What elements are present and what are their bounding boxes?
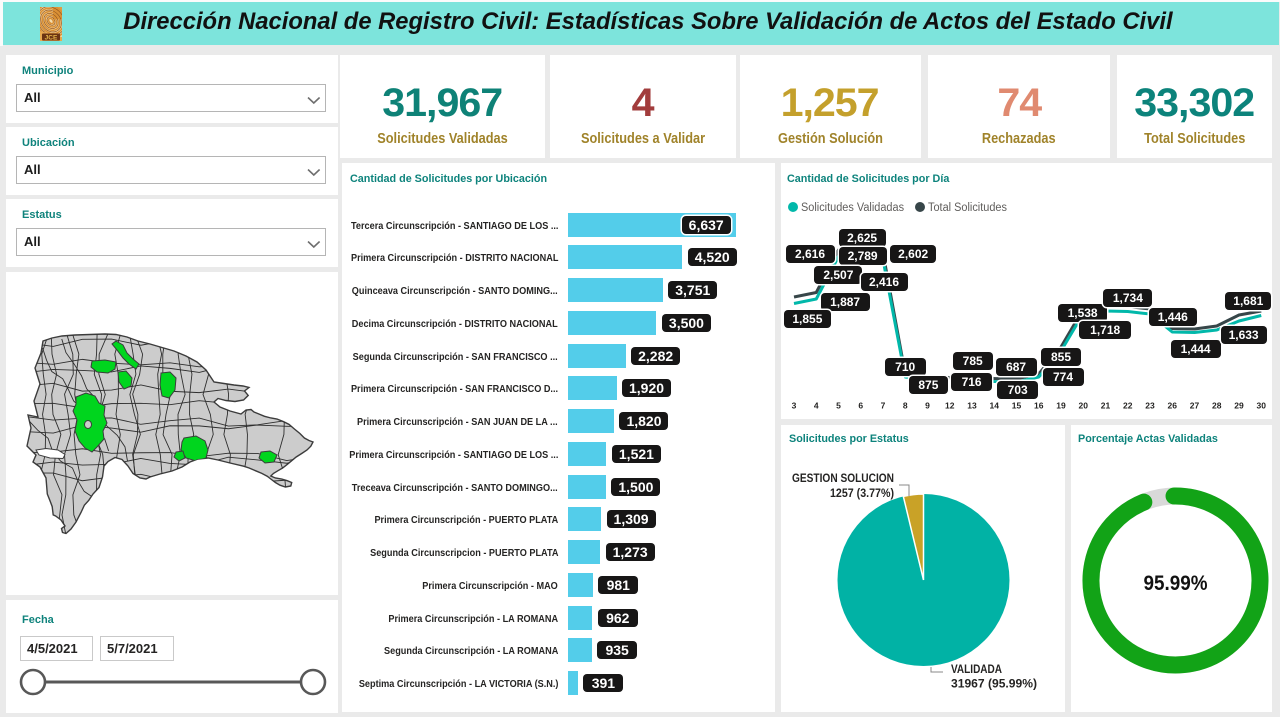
svg-text:13: 13	[967, 401, 977, 411]
svg-text:6: 6	[858, 401, 863, 411]
svg-text:8: 8	[903, 401, 908, 411]
svg-text:20: 20	[1079, 401, 1089, 411]
svg-text:GESTION SOLUCION: GESTION SOLUCION	[792, 473, 894, 485]
svg-text:19: 19	[1056, 401, 1066, 411]
svg-text:22: 22	[1123, 401, 1133, 411]
svg-text:21: 21	[1101, 401, 1111, 411]
svg-text:7: 7	[881, 401, 886, 411]
svg-text:4: 4	[814, 401, 819, 411]
svg-text:30: 30	[1257, 401, 1267, 411]
svg-text:9: 9	[925, 401, 930, 411]
svg-text:1257 (3.77%): 1257 (3.77%)	[830, 488, 894, 500]
svg-text:23: 23	[1145, 401, 1155, 411]
svg-text:15: 15	[1012, 401, 1022, 411]
svg-text:26: 26	[1168, 401, 1178, 411]
svg-text:27: 27	[1190, 401, 1200, 411]
svg-text:95.99%: 95.99%	[1144, 572, 1208, 595]
svg-text:5: 5	[836, 401, 841, 411]
svg-text:28: 28	[1212, 401, 1222, 411]
svg-text:12: 12	[945, 401, 955, 411]
svg-text:31967 (95.99%): 31967 (95.99%)	[951, 679, 1037, 691]
svg-text:JCE: JCE	[45, 35, 58, 42]
svg-text:29: 29	[1234, 401, 1244, 411]
svg-text:3: 3	[792, 401, 797, 411]
svg-text:14: 14	[990, 401, 1000, 411]
svg-text:16: 16	[1034, 401, 1044, 411]
svg-text:VALIDADA: VALIDADA	[951, 664, 1002, 676]
